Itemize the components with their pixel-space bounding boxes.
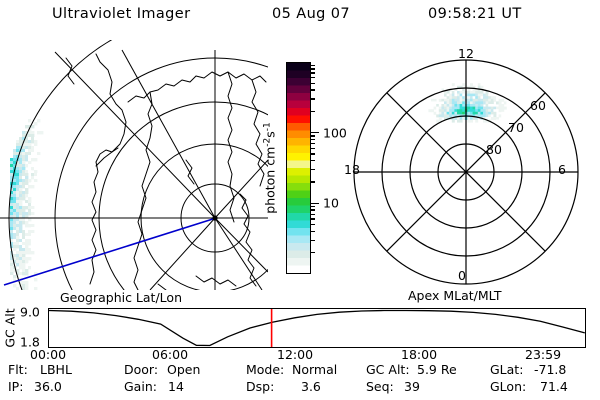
mode-label: Mode:	[246, 362, 285, 377]
ip-value: 36.0	[34, 379, 62, 394]
polar-graticule	[353, 59, 579, 285]
colorbar-unit-exp2: -1	[262, 122, 273, 132]
colorbar-unit-main: photon cm	[262, 146, 278, 214]
colorbar-minor-tick	[311, 68, 315, 70]
observation-time: 09:58:21 UT	[428, 6, 522, 22]
strip-xtick-3: 18:00	[401, 347, 438, 362]
strip-chart-curve	[48, 309, 585, 347]
gcalt-value: 5.9 Re	[417, 362, 457, 377]
geographic-panel-caption: Geographic Lat/Lon	[60, 290, 182, 305]
observation-date: 05 Aug 07	[272, 6, 351, 22]
strip-xtick-2: 12:00	[277, 347, 314, 362]
mlat-label-80: 80	[486, 142, 502, 157]
colorbar-unit-mid: s	[262, 131, 278, 138]
mlat-label-70: 70	[508, 120, 524, 135]
seq-label: Seq:	[366, 379, 394, 394]
strip-ytick-low: 1.8	[20, 334, 40, 350]
colorbar: 100 10 photon cm-2s-1	[262, 62, 347, 284]
mlt-label-18: 18	[344, 162, 360, 177]
gc-altitude-strip-chart: GC Alt 9.0 1.8 00:00 06:00 12:00 18:00 2…	[0, 302, 600, 362]
strip-xtick-0: 00:00	[30, 347, 67, 362]
colorbar-minor-tick	[311, 223, 315, 226]
colorbar-minor-tick	[311, 110, 315, 113]
colorbar-minor-tick	[311, 209, 315, 211]
colorbar-gradient	[286, 62, 311, 274]
strip-ytick-high: 9.0	[20, 304, 40, 320]
colorbar-unit-exp1: -2	[262, 137, 273, 147]
colorbar-minor-tick	[311, 168, 315, 171]
colorbar-minor-tick	[311, 153, 315, 155]
flt-label: Flt:	[8, 362, 28, 377]
strip-chart-ylabel: GC Alt	[2, 308, 18, 348]
strip-xtick-4: 23:59	[525, 347, 562, 362]
gain-value: 14	[168, 379, 184, 394]
glon-label: GLon:	[490, 379, 527, 394]
geographic-projection	[0, 40, 268, 290]
colorbar-label-10: 10	[323, 195, 339, 211]
glat-value: -71.8	[534, 362, 567, 377]
colorbar-minor-tick	[311, 76, 315, 79]
colorbar-minor-tick	[311, 142, 315, 145]
colorbar-minor-tick	[311, 213, 315, 215]
colorbar-axis-title: photon cm-2s-1	[262, 122, 277, 213]
dsp-value: 3.6	[301, 379, 321, 394]
colorbar-minor-tick	[311, 230, 315, 233]
aurora-emission-overlay	[10, 113, 50, 290]
seq-value: 39	[404, 379, 420, 394]
mlt-label-0: 0	[458, 268, 466, 283]
door-label: Door:	[124, 362, 159, 377]
door-value: Open	[167, 362, 201, 377]
mlat-label-60: 60	[530, 98, 546, 113]
colorbar-minor-tick	[311, 181, 315, 183]
colorbar-minor-tick	[311, 82, 315, 84]
colorbar-minor-tick	[311, 98, 315, 100]
colorbar-minor-tick	[311, 89, 315, 91]
mode-value: Normal	[292, 362, 338, 377]
mlt-label-12: 12	[458, 46, 474, 61]
gcalt-label: GC Alt:	[366, 362, 410, 377]
coastline-outlines	[65, 53, 267, 290]
colorbar-minor-tick	[311, 252, 315, 254]
colorbar-minor-tick	[311, 160, 315, 162]
glon-value: 71.4	[540, 379, 568, 394]
colorbar-minor-tick	[311, 138, 315, 141]
gain-label: Gain:	[124, 379, 157, 394]
meridian-diag-b	[386, 92, 546, 252]
glat-label: GLat:	[490, 362, 524, 377]
geographic-graticule	[0, 40, 268, 290]
colorbar-minor-tick	[311, 147, 315, 150]
aurora-oval-overlay	[425, 80, 510, 123]
colorbar-major-tick	[311, 202, 319, 204]
geographic-map-panel: Geographic Lat/Lon	[0, 40, 268, 305]
status-footer: Flt: LBHL IP: 36.0 Door: Open Gain: 14 M…	[0, 362, 600, 398]
ip-label: IP:	[8, 379, 24, 394]
flt-value: LBHL	[40, 362, 72, 377]
header-bar: Ultraviolet Imager 05 Aug 07 09:58:21 UT	[0, 6, 600, 30]
strip-xtick-1: 06:00	[152, 347, 189, 362]
magnetic-polar-panel: 12 18 6 0 60 70 80 Apex MLat/MLT	[332, 40, 600, 303]
colorbar-minor-tick	[311, 64, 315, 66]
colorbar-major-tick	[311, 131, 319, 134]
colorbar-minor-tick	[311, 205, 315, 208]
mlt-label-6: 6	[558, 162, 566, 177]
colorbar-ticks	[311, 62, 321, 274]
colorbar-label-100: 100	[323, 125, 347, 141]
strip-chart-plot-area	[48, 308, 586, 348]
polar-projection	[353, 59, 579, 285]
dsp-label: Dsp:	[246, 379, 275, 394]
colorbar-minor-tick	[311, 72, 315, 74]
colorbar-minor-tick	[311, 239, 315, 241]
terminator-line	[3, 217, 217, 286]
sub-satellite-point	[212, 215, 218, 221]
colorbar-minor-tick	[311, 135, 315, 137]
polar-panel-caption: Apex MLat/MLT	[408, 288, 502, 303]
instrument-title: Ultraviolet Imager	[52, 6, 191, 22]
colorbar-minor-tick	[311, 218, 315, 220]
